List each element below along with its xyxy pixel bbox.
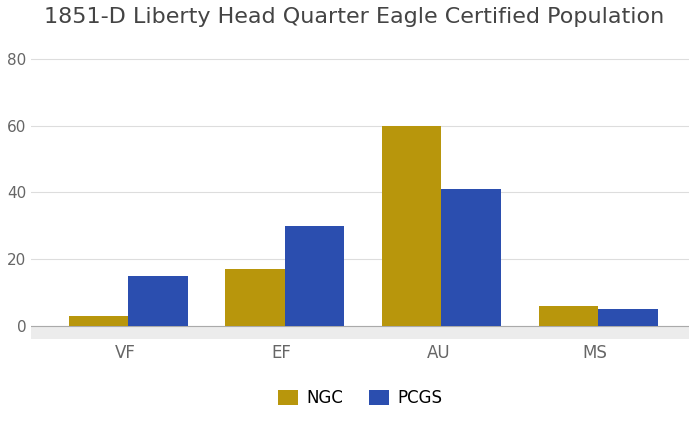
Bar (382, 126, 441, 326)
Bar (441, 189, 501, 326)
Bar (285, 226, 345, 326)
Bar (31, 326, 689, 339)
Bar (226, 269, 285, 326)
Bar (69, 316, 128, 326)
Text: 1851-D Liberty Head Quarter Eagle Certified Population: 1851-D Liberty Head Quarter Eagle Certif… (45, 7, 665, 27)
Bar (539, 306, 598, 326)
Legend: NGC, PCGS: NGC, PCGS (271, 382, 448, 414)
Bar (598, 309, 658, 326)
Bar (128, 276, 188, 326)
